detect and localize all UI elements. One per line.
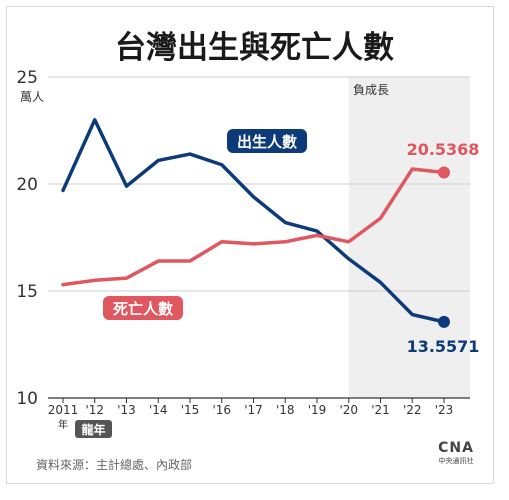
legend-label: 出生人數 <box>237 133 297 151</box>
y-tick-label: 25 <box>16 68 38 88</box>
x-tick-label: '14 <box>149 403 168 417</box>
y-tick-label: 20 <box>16 175 38 195</box>
x-tick-label: '18 <box>276 403 295 417</box>
y-axis: 25 20 15 10 萬人 <box>16 68 44 409</box>
legend-pill-bg <box>103 296 183 320</box>
x-axis: 2011 '12 '13 '14 '15 '16 '17 '18 '19 '20 '21 '22 '23… <box>48 398 454 438</box>
legend-pill: 死亡人數 <box>103 296 183 320</box>
chart-title: 台灣出生與死亡人數 <box>115 30 394 66</box>
x-tick-label: 2011 <box>48 403 79 417</box>
logo-mark: CNA <box>438 440 474 456</box>
shade-label: 負成長 <box>353 83 389 97</box>
x-tick-label: '21 <box>371 403 390 417</box>
y-tick-label: 15 <box>16 282 38 302</box>
x-tick-label: '12 <box>85 403 104 417</box>
cna-logo: CNA 中央通訊社 <box>433 440 479 466</box>
series-line <box>61 167 446 287</box>
source-note: 資料來源：主計總處、內政部 <box>36 458 193 472</box>
legend-pill: 出生人數 <box>227 129 307 153</box>
x-tick-label: '17 <box>244 403 263 417</box>
dragon-year-badge-bg <box>75 420 112 438</box>
series-endpoint <box>438 166 450 179</box>
x-unit-label: 年 <box>58 418 68 431</box>
x-tick-label: '16 <box>212 403 231 417</box>
legend-pill-bg <box>227 129 307 153</box>
y-axis-label: 萬人 <box>20 90 44 104</box>
logo-text: 中央通訊社 <box>438 457 474 465</box>
legend-label: 死亡人數 <box>113 300 173 318</box>
series-line <box>61 118 446 324</box>
negative-growth-shade <box>348 77 470 398</box>
x-tick-label: '20 <box>339 403 358 417</box>
series-lines <box>61 118 450 328</box>
series-endpoint <box>438 315 450 328</box>
dragon-year-badge: 龍年 <box>75 420 112 438</box>
x-tick-label: '13 <box>117 403 136 417</box>
x-tick-label: '19 <box>308 403 327 417</box>
x-tick-label: '23 <box>435 403 454 417</box>
grid-lines <box>48 76 470 399</box>
x-tick-label: '22 <box>403 403 422 417</box>
end-value-label: 13.5571 <box>407 337 480 356</box>
end-value-label: 20.5368 <box>407 140 480 159</box>
dragon-year-label: 龍年 <box>81 422 105 437</box>
y-tick-label: 10 <box>16 389 38 409</box>
x-tick-label: '15 <box>181 403 200 417</box>
